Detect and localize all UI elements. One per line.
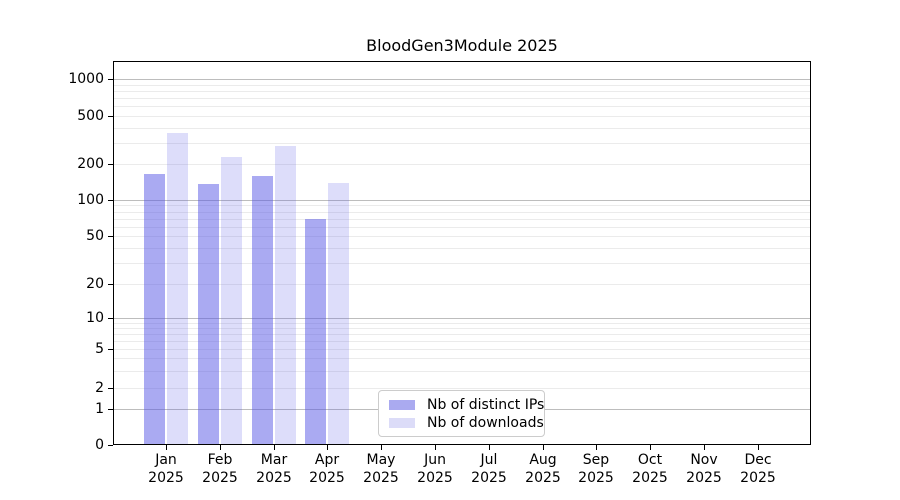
minor-gridline xyxy=(114,334,810,335)
minor-gridline xyxy=(114,106,810,107)
legend: Nb of distinct IPs Nb of downloads xyxy=(378,390,545,437)
bar-downloads-jan xyxy=(167,133,188,444)
y-tick-mark xyxy=(108,388,113,389)
x-tick-label-sep: Sep 2025 xyxy=(578,452,614,486)
x-tick-mark xyxy=(596,445,597,450)
y-tick-label: 0 xyxy=(95,437,104,453)
y-tick-label: 100 xyxy=(77,192,104,208)
minor-gridline xyxy=(114,143,810,144)
x-tick-label-nov: Nov 2025 xyxy=(686,452,722,486)
minor-gridline xyxy=(114,371,810,372)
x-tick-mark xyxy=(220,445,221,450)
minor-gridline xyxy=(114,98,810,99)
y-tick-mark xyxy=(108,318,113,319)
y-tick-label: 1000 xyxy=(68,71,104,87)
major-gridline xyxy=(114,318,810,319)
bar-downloads-feb xyxy=(221,157,242,444)
minor-gridline xyxy=(114,358,810,359)
x-tick-label-aug: Aug 2025 xyxy=(525,452,561,486)
x-tick-label-apr: Apr 2025 xyxy=(309,452,345,486)
major-gridline xyxy=(114,79,810,80)
y-tick-mark xyxy=(108,116,113,117)
y-tick-mark xyxy=(108,349,113,350)
y-tick-mark xyxy=(108,409,113,410)
x-tick-label-mar: Mar 2025 xyxy=(256,452,292,486)
x-tick-mark xyxy=(704,445,705,450)
minor-gridline xyxy=(114,212,810,213)
y-tick-label: 2 xyxy=(95,380,104,396)
major-gridline xyxy=(114,200,810,201)
minor-gridline xyxy=(114,219,810,220)
x-tick-mark xyxy=(543,445,544,450)
minor-gridline xyxy=(114,236,810,237)
bar-downloads-mar xyxy=(275,146,296,444)
minor-gridline xyxy=(114,388,810,389)
y-tick-label: 5 xyxy=(95,341,104,357)
plot-area xyxy=(113,61,811,445)
y-tick-mark xyxy=(108,200,113,201)
y-tick-label: 50 xyxy=(86,228,104,244)
minor-gridline xyxy=(114,248,810,249)
x-tick-label-may: May 2025 xyxy=(363,452,399,486)
x-tick-mark xyxy=(274,445,275,450)
x-tick-label-dec: Dec 2025 xyxy=(740,452,776,486)
y-tick-label: 10 xyxy=(86,310,104,326)
bar-downloads-apr xyxy=(328,183,349,444)
x-tick-label-jun: Jun 2025 xyxy=(417,452,453,486)
bar-distinct-ips-jan xyxy=(144,174,165,444)
x-tick-mark xyxy=(489,445,490,450)
minor-gridline xyxy=(114,328,810,329)
minor-gridline xyxy=(114,323,810,324)
minor-gridline xyxy=(114,128,810,129)
legend-item-distinct-ips: Nb of distinct IPs xyxy=(385,396,544,414)
x-tick-mark xyxy=(650,445,651,450)
minor-gridline xyxy=(114,341,810,342)
y-tick-mark xyxy=(108,284,113,285)
y-tick-mark xyxy=(108,164,113,165)
minor-gridline xyxy=(114,116,810,117)
bar-distinct-ips-mar xyxy=(252,176,273,444)
bar-distinct-ips-apr xyxy=(305,219,326,444)
x-tick-mark xyxy=(166,445,167,450)
minor-gridline xyxy=(114,164,810,165)
x-tick-mark xyxy=(327,445,328,450)
y-tick-mark xyxy=(108,445,113,446)
y-tick-mark xyxy=(108,236,113,237)
legend-label-distinct-ips: Nb of distinct IPs xyxy=(427,397,545,413)
x-tick-label-jul: Jul 2025 xyxy=(471,452,507,486)
y-tick-label: 500 xyxy=(77,108,104,124)
minor-gridline xyxy=(114,227,810,228)
minor-gridline xyxy=(114,263,810,264)
y-tick-mark xyxy=(108,79,113,80)
legend-item-downloads: Nb of downloads xyxy=(385,414,544,432)
legend-label-downloads: Nb of downloads xyxy=(427,415,544,431)
legend-swatch-downloads xyxy=(389,418,415,428)
x-tick-mark xyxy=(758,445,759,450)
x-tick-label-oct: Oct 2025 xyxy=(632,452,668,486)
y-tick-label: 20 xyxy=(86,276,104,292)
minor-gridline xyxy=(114,91,810,92)
y-tick-label: 200 xyxy=(77,156,104,172)
minor-gridline xyxy=(114,205,810,206)
x-tick-mark xyxy=(381,445,382,450)
bar-distinct-ips-feb xyxy=(198,184,219,444)
minor-gridline xyxy=(114,349,810,350)
x-tick-label-jan: Jan 2025 xyxy=(148,452,184,486)
minor-gridline xyxy=(114,284,810,285)
minor-gridline xyxy=(114,85,810,86)
y-tick-label: 1 xyxy=(95,401,104,417)
chart-title: BloodGen3Module 2025 xyxy=(366,36,558,55)
x-tick-label-feb: Feb 2025 xyxy=(202,452,238,486)
x-tick-mark xyxy=(435,445,436,450)
legend-swatch-distinct-ips xyxy=(389,400,415,410)
